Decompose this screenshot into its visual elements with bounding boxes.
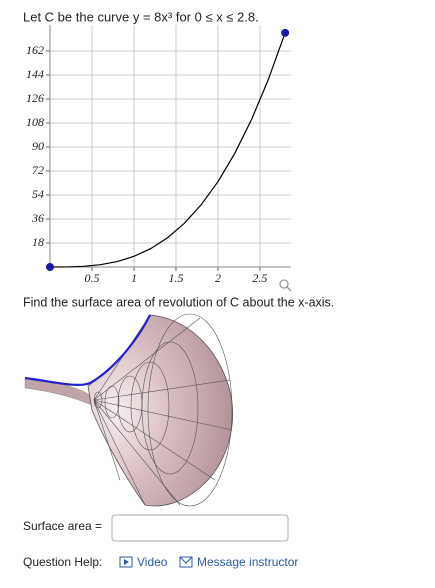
plot: 18 36 54 72 90 108 126 144 162 0.5 1 1.5 2 2.5 — [26, 25, 291, 285]
y-tick-label: 144 — [26, 67, 44, 81]
x-tick-label: 0.5 — [84, 271, 99, 285]
y-tick-label: 72 — [32, 163, 44, 177]
answer-input[interactable] — [111, 514, 289, 542]
y-tick-label: 54 — [32, 187, 44, 201]
mail-icon[interactable] — [179, 556, 193, 568]
y-tick-label: 108 — [26, 115, 44, 129]
surface-illustration — [24, 313, 234, 507]
y-tick-label: 90 — [32, 139, 44, 153]
y-tick-label: 18 — [32, 235, 44, 249]
y-tick-label: 36 — [31, 211, 44, 225]
curve — [49, 32, 286, 268]
x-tick-label: 2 — [215, 271, 221, 285]
help-label: Question Help: — [23, 555, 102, 569]
x-tick-label: 1.5 — [168, 271, 183, 285]
y-tick-label: 162 — [26, 43, 44, 57]
task: Find the surface area of revolution of C… — [23, 295, 334, 309]
zoom-icon[interactable] — [279, 279, 292, 292]
message-link[interactable]: Message instructor — [197, 555, 298, 569]
x-tick-label: 1 — [131, 271, 137, 285]
x-tick-label: 2.5 — [252, 271, 267, 285]
endpoint — [46, 263, 54, 271]
endpoint — [281, 28, 290, 37]
prompt: Let C be the curve y = 8x³ for 0 ≤ x ≤ 2… — [23, 9, 259, 24]
video-link[interactable]: Video — [137, 555, 168, 569]
y-tick-label: 126 — [26, 91, 44, 105]
answer-label: Surface area = — [23, 519, 102, 533]
video-icon[interactable] — [119, 556, 133, 568]
